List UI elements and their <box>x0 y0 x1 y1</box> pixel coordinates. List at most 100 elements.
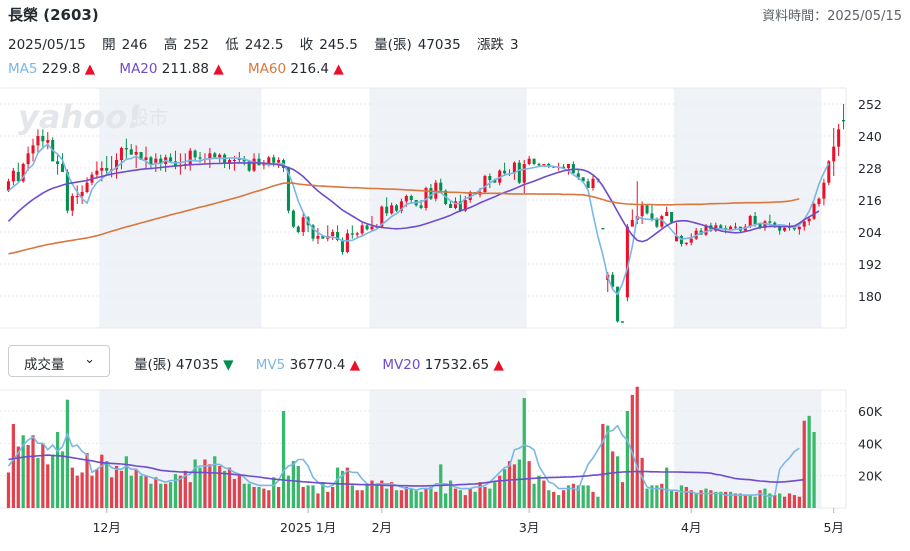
volume-bar <box>168 482 173 508</box>
high-label: 高 <box>163 37 178 53</box>
x-tick-label: 2025 1月 <box>280 520 336 535</box>
volume-bar <box>134 469 138 508</box>
volume-bar <box>620 482 625 508</box>
volume-bar <box>473 491 477 508</box>
candle-body <box>763 221 767 228</box>
volume-bar <box>129 475 133 508</box>
candle-body <box>144 157 148 160</box>
volume-legend: 量(張) 47035 ▼ MV5 36770.4 ▲ MV20 17532.65… <box>134 353 522 373</box>
candle-body <box>660 216 664 227</box>
candle-body <box>345 233 349 252</box>
candle-body <box>670 212 674 223</box>
volume-bar <box>694 493 698 508</box>
candle-body <box>188 150 192 164</box>
volume-bar <box>173 474 178 508</box>
candle-body <box>586 181 590 188</box>
volume-bar <box>11 423 15 508</box>
indicator-select[interactable]: 成交量 ⌄ <box>8 345 110 377</box>
candle-body <box>159 158 163 164</box>
candle-body <box>316 236 320 239</box>
candle-body <box>439 182 443 191</box>
change-value: 3 <box>509 37 519 53</box>
ma20-legend: MA20 211.88 ▲ <box>119 61 223 77</box>
volume-bar <box>802 420 806 508</box>
volume-bar <box>478 482 482 508</box>
candle-body <box>350 233 354 235</box>
volume-bar <box>350 485 354 508</box>
quote-change: 漲跌 3 <box>477 37 519 53</box>
candle-body <box>41 136 45 142</box>
volume-bar <box>144 475 148 508</box>
candle-body <box>336 232 340 240</box>
up-arrow-icon: ▲ <box>349 357 361 373</box>
candle-body <box>812 204 816 219</box>
volume-bar <box>316 493 320 508</box>
volume-bar <box>409 488 413 508</box>
candle-body <box>105 168 109 171</box>
volume-bar <box>502 469 507 508</box>
ma20-line <box>7 162 820 243</box>
mv20-label: MV20 <box>382 357 421 373</box>
volume-bar <box>65 399 70 508</box>
low-value: 242.5 <box>244 37 284 53</box>
volume-bar <box>164 483 168 508</box>
volume-bar <box>237 475 241 508</box>
volume-bar <box>527 461 531 508</box>
candle-body <box>679 236 683 244</box>
watermark-brand: yahoo! <box>18 98 142 136</box>
volume-bar <box>566 485 571 508</box>
candle-body <box>512 162 516 174</box>
volume-bar <box>674 491 679 508</box>
volume-legend-value: 47035 <box>175 357 219 373</box>
volume-bar <box>679 485 684 508</box>
volume-bar <box>394 490 399 508</box>
candle-body <box>360 225 364 234</box>
volume-bar <box>773 495 777 508</box>
volume-bar <box>738 493 743 508</box>
page-title: 長榮 (2603) <box>8 6 99 24</box>
candle-body <box>807 218 811 222</box>
candle-body <box>380 206 384 227</box>
candle-body <box>665 212 669 216</box>
volume-bar <box>375 483 379 508</box>
volume-bar <box>797 496 801 508</box>
volume-bar <box>581 485 585 508</box>
volume-legend-item: 量(張) 47035 ▼ <box>134 357 233 373</box>
volume-bar <box>768 493 772 508</box>
volume-bar <box>291 461 295 508</box>
volume-bar <box>213 456 217 508</box>
quote-low: 低 242.5 <box>225 37 283 53</box>
volume-bar <box>650 485 654 508</box>
ma5-line <box>7 143 830 296</box>
candle-body <box>80 192 84 196</box>
volume-bar <box>532 483 536 508</box>
volume-tick-label: 60K <box>858 404 883 419</box>
volume-bar <box>55 432 60 508</box>
candle-body <box>213 153 217 158</box>
volume-bar <box>370 480 374 508</box>
candle-body <box>232 160 236 161</box>
candle-body <box>753 216 757 224</box>
volume-bar <box>262 488 266 508</box>
ma20-value: 211.88 <box>161 61 210 77</box>
volume-bar <box>16 446 20 508</box>
candle-body <box>277 160 281 163</box>
candle-body <box>783 228 787 231</box>
candle-body <box>390 205 394 214</box>
candle-body <box>581 177 585 182</box>
volume-bar <box>227 467 232 508</box>
candle-body <box>675 236 679 242</box>
candle-body <box>684 242 688 244</box>
candle-body <box>331 232 335 236</box>
candle-body <box>778 226 782 231</box>
candle-body <box>115 160 119 170</box>
volume-bar <box>222 470 227 508</box>
candle-body <box>822 182 826 199</box>
candle-body <box>6 181 10 191</box>
candle-body <box>802 221 806 227</box>
volume-bar <box>547 490 551 508</box>
candle-body <box>26 153 30 164</box>
indicator-select-label: 成交量 <box>24 357 65 373</box>
mv20-value: 17532.65 <box>424 357 490 373</box>
